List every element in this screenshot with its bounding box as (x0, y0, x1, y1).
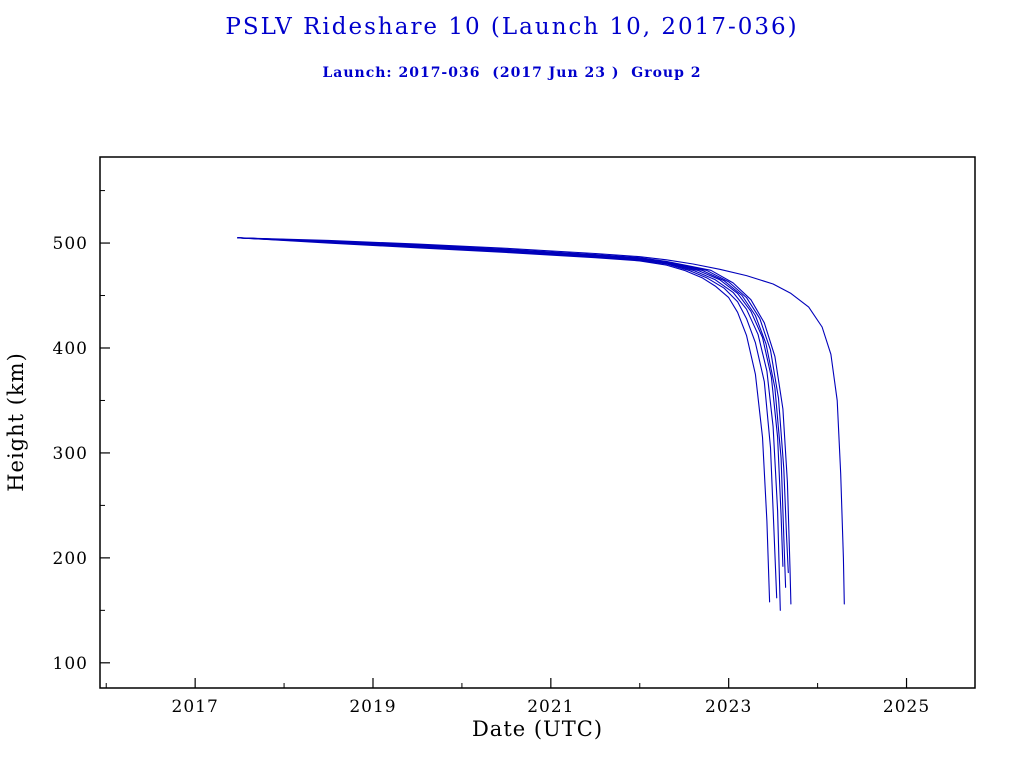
chart-subtitle: Launch: 2017-036 (2017 Jun 23 ) Group 2 (322, 65, 702, 81)
x-axis-label: Date (UTC) (471, 717, 604, 741)
y-tick-label: 500 (53, 234, 88, 254)
y-tick-label: 400 (53, 339, 88, 359)
plot-border (99, 156, 976, 689)
x-tick-label: 2017 (172, 697, 219, 717)
series-line-object-6 (237, 237, 789, 574)
y-tick-label: 200 (53, 549, 88, 569)
chart-title: PSLV Rideshare 10 (Launch 10, 2017-036) (225, 14, 799, 40)
series-line-object-8 (237, 237, 845, 605)
x-tick-label: 2019 (349, 697, 396, 717)
x-tick-label: 2025 (883, 697, 930, 717)
series-line-object-7 (237, 237, 792, 605)
series-line-object-1 (237, 237, 771, 603)
series-line-object-4 (237, 237, 784, 567)
series-line-object-5 (237, 237, 787, 588)
x-tick-label: 2023 (705, 697, 752, 717)
series-line-object-3 (237, 237, 781, 611)
y-tick-label: 300 (53, 444, 88, 464)
x-tick-label: 2021 (527, 697, 574, 717)
y-tick-label: 100 (53, 654, 88, 674)
series-line-object-2 (237, 237, 778, 599)
